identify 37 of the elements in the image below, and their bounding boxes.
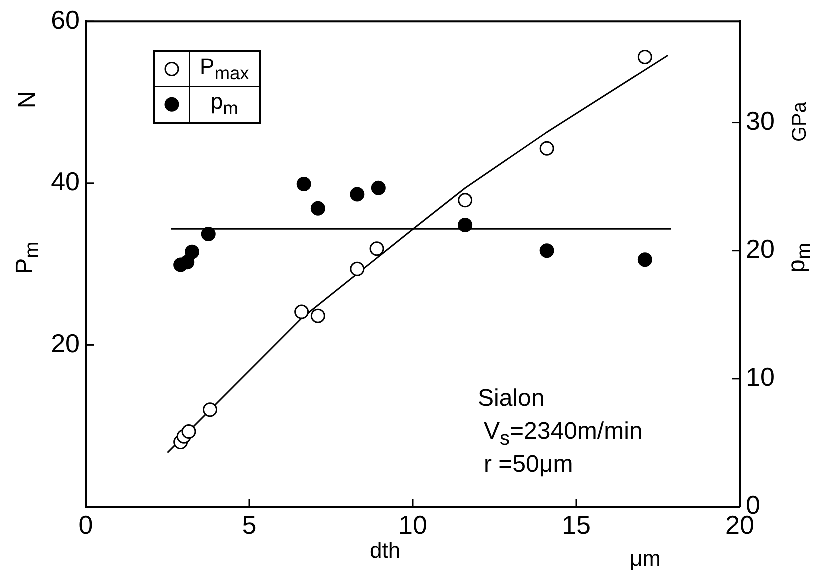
annotation: r =50μm <box>484 451 574 478</box>
point <box>296 177 312 192</box>
point <box>458 218 473 232</box>
x-tick-label: 0 <box>78 510 94 540</box>
point <box>310 308 326 324</box>
point <box>185 244 200 260</box>
point <box>458 193 473 208</box>
annotation: V$_{s}$=2340m/min <box>484 418 643 450</box>
point <box>350 262 365 276</box>
y-tick-label: 40 <box>51 166 80 197</box>
legend-label: p$_{m}$ <box>190 86 260 123</box>
y2-tick-label: 10 <box>746 362 775 392</box>
point <box>201 226 216 242</box>
point <box>540 141 554 156</box>
x-axis-title: dth <box>370 538 401 563</box>
point <box>371 180 386 196</box>
point <box>203 402 218 418</box>
x-tick-label: 15 <box>562 510 591 540</box>
point <box>370 242 384 256</box>
y2-tick-label: 20 <box>746 234 775 264</box>
point <box>350 187 365 202</box>
x-tick-label: 10 <box>398 510 428 540</box>
point <box>540 244 554 258</box>
y-tick-label: 60 <box>51 4 80 35</box>
legend-label: P$_{max}$ <box>190 51 260 87</box>
point <box>182 424 196 440</box>
point <box>310 201 326 216</box>
annotation: Sialon <box>478 385 545 412</box>
y-tick-label: 20 <box>51 328 80 358</box>
point <box>638 50 652 64</box>
text: N <box>14 91 41 109</box>
text: μm <box>630 546 662 571</box>
point <box>294 304 310 320</box>
y2-tick-label: 30 <box>746 106 775 136</box>
x-tick-label: 5 <box>242 510 257 540</box>
point <box>638 252 652 268</box>
text: GPa <box>789 102 811 142</box>
